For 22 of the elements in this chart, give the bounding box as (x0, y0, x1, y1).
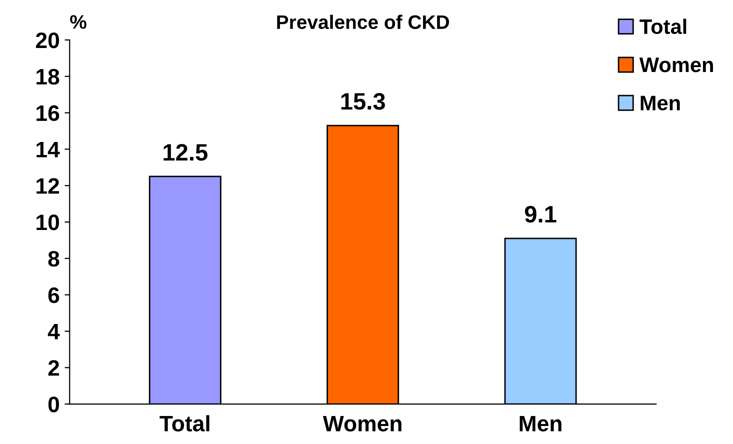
y-tick-label: 4 (48, 324, 60, 340)
y-tick-label: 6 (48, 287, 60, 304)
y-tick-label: 12 (36, 178, 60, 194)
legend-label: Men (640, 96, 680, 110)
y-tick-label: 16 (36, 105, 60, 122)
data-label: 15.3 (341, 93, 385, 110)
y-tick-label: 20 (36, 32, 60, 48)
x-tick-label: Total (160, 415, 210, 432)
y-tick-label: 10 (36, 214, 60, 230)
y-tick-label: 2 (48, 360, 60, 376)
legend-label: Women (639, 58, 713, 72)
y-tick-label: 0 (48, 396, 60, 412)
y-tick-label: 18 (36, 68, 60, 85)
data-label: 9.1 (524, 206, 556, 223)
chart-title: Prevalence of CKD (277, 14, 450, 30)
x-tick-label: Women (322, 416, 402, 432)
y-tick-label: 14 (36, 142, 60, 158)
x-tick-label: Men (520, 416, 562, 432)
data-label: 12.5 (164, 144, 208, 161)
legend-label: Total (640, 18, 686, 34)
y-axis-title: % (70, 15, 86, 29)
y-tick-label: 8 (48, 250, 60, 267)
